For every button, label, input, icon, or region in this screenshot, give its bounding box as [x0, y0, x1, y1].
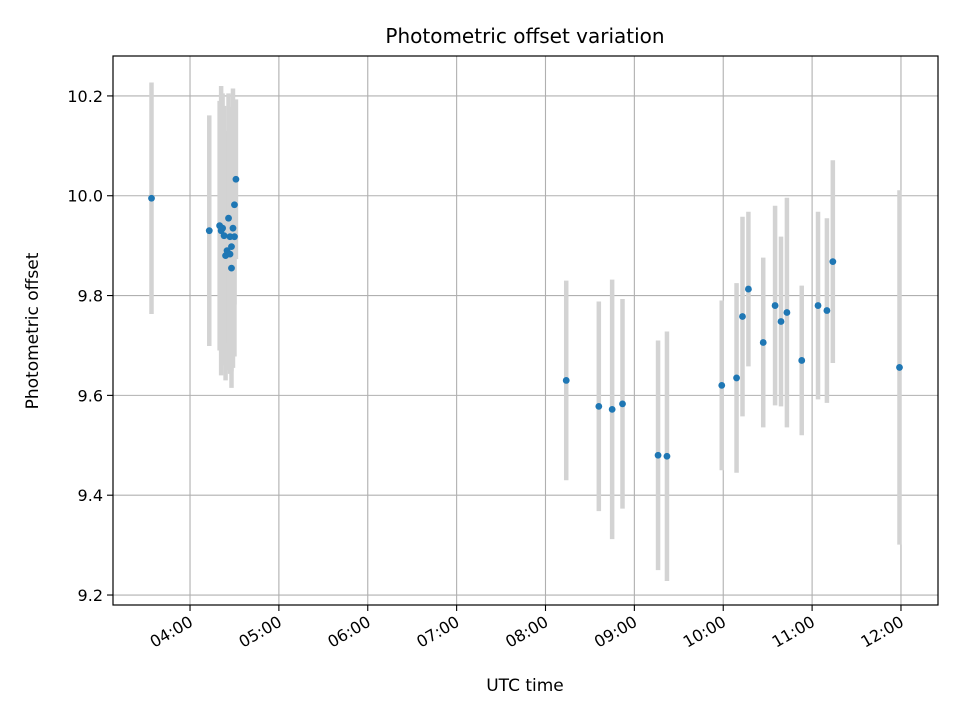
data-point	[759, 339, 767, 346]
data-point	[228, 243, 235, 251]
y-tick-label: 9.8	[78, 287, 103, 306]
chart-title: Photometric offset variation	[385, 24, 664, 48]
data-point	[777, 318, 785, 325]
plot-area-frame	[112, 55, 939, 606]
data-point	[739, 313, 746, 320]
y-tick-label: 10.0	[67, 187, 103, 206]
data-point	[823, 307, 831, 314]
data-point	[783, 309, 791, 316]
data-point	[718, 382, 726, 389]
data-point	[608, 405, 616, 413]
x-axis-title: UTC time	[486, 676, 564, 696]
data-point	[220, 232, 228, 240]
y-axis-title: Photometric offset	[23, 252, 43, 409]
data-point	[231, 233, 238, 241]
data-point	[798, 357, 806, 364]
data-point	[733, 374, 740, 382]
y-tick-label: 9.2	[78, 586, 103, 605]
y-tick-label: 9.4	[78, 486, 103, 505]
data-point	[829, 258, 837, 266]
data-point	[814, 302, 822, 309]
data-point	[219, 224, 227, 232]
y-tick-label: 10.2	[67, 87, 103, 106]
data-point	[619, 400, 626, 408]
grid	[113, 56, 938, 605]
data-point	[228, 264, 235, 272]
data-point	[225, 214, 232, 222]
data-points	[148, 175, 903, 460]
y-axis: 9.2 9.4 9.6 9.8 10.0 10.2	[67, 87, 113, 605]
data-point	[231, 201, 238, 209]
data-point	[663, 452, 671, 460]
data-point	[226, 250, 234, 258]
y-tick-label: 9.6	[78, 386, 103, 405]
data-point	[595, 402, 603, 410]
data-point	[771, 302, 779, 309]
data-point	[229, 224, 237, 232]
data-point	[232, 175, 240, 183]
data-point	[205, 227, 213, 235]
data-point	[148, 194, 155, 202]
data-point	[896, 364, 903, 371]
data-point	[654, 451, 662, 459]
data-point	[745, 285, 752, 293]
data-point	[562, 377, 570, 384]
